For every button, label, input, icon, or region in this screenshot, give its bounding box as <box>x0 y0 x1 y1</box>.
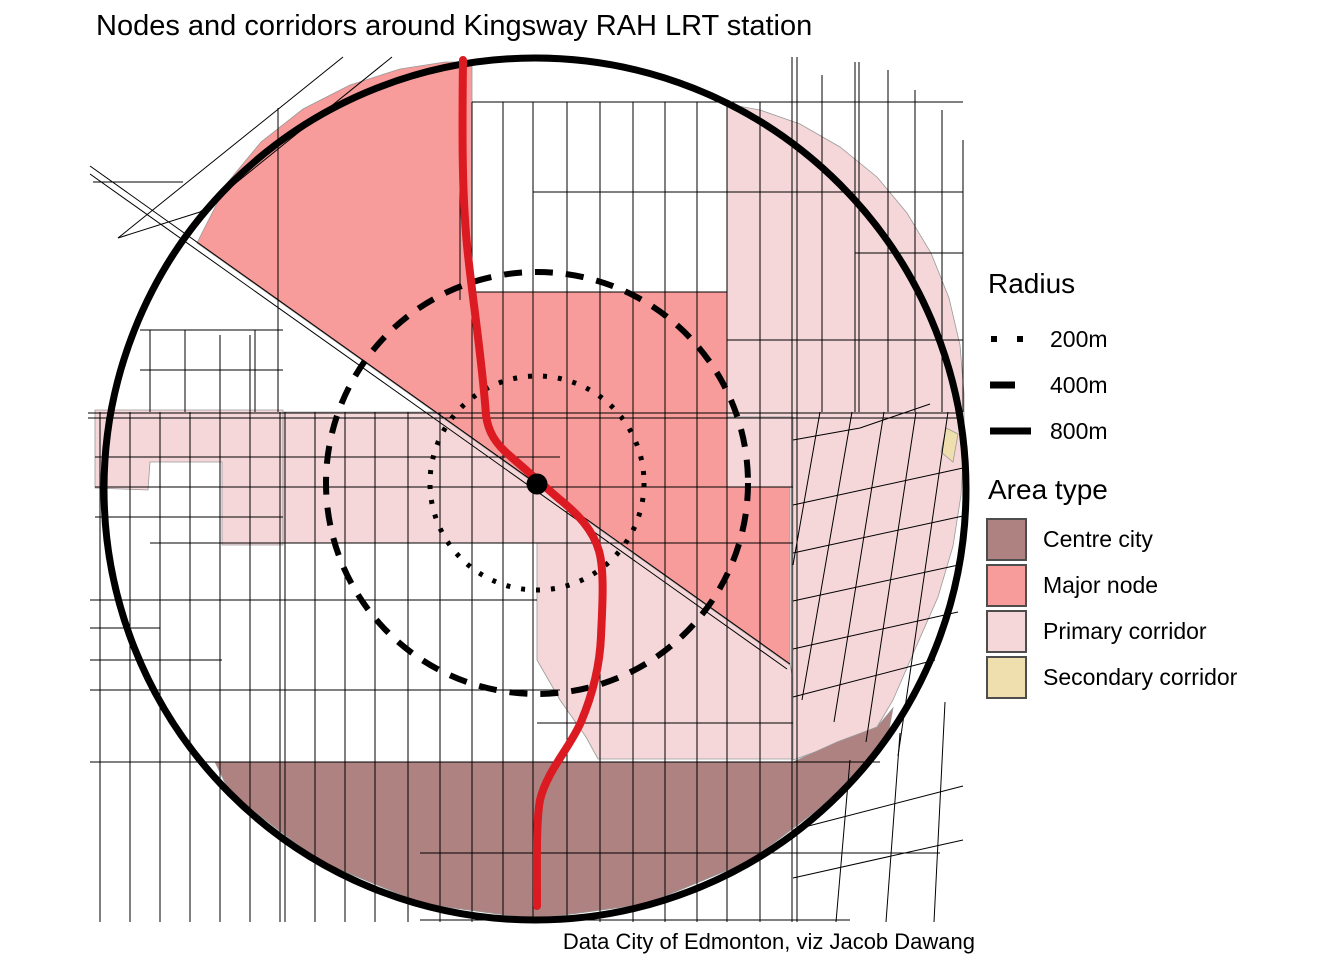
dashed-line-sample <box>990 381 1015 389</box>
area-type-item-label: Centre city <box>1043 525 1153 552</box>
ring-800m <box>100 54 970 924</box>
secondary-corridor-swatch <box>986 655 1027 699</box>
radius-item-400m: 400m <box>986 362 1336 408</box>
major-node-swatch <box>986 563 1027 607</box>
radius-item-label: 400m <box>1050 371 1108 398</box>
station-marker <box>526 473 548 495</box>
secondary-corridor-area <box>940 427 959 463</box>
primary-corridor-swatch <box>986 609 1027 653</box>
ring-400m <box>323 269 751 697</box>
area-type-legend-title: Area type <box>988 474 1108 505</box>
radius-legend-title: Radius <box>988 268 1076 299</box>
primary-corridor-area <box>94 409 284 546</box>
radius-item-800m: 800m <box>986 408 1336 454</box>
dotted-line-sample <box>991 336 1033 342</box>
area-type-item-label: Major node <box>1043 571 1159 598</box>
area-type-item-centre-city: Centre city <box>986 516 1336 562</box>
page-title: Nodes and corridors around Kingsway RAH … <box>96 10 813 42</box>
legend-panel: Radius 200m 400m 800m Area type Centre c… <box>986 268 1336 700</box>
radius-item-200m: 200m <box>986 316 1336 362</box>
centre-city-swatch <box>986 517 1027 561</box>
data-source-caption: Data City of Edmonton, viz Jacob Dawang <box>562 929 975 954</box>
area-type-item-major-node: Major node <box>986 562 1336 608</box>
area-type-item-secondary-corridor: Secondary corridor <box>986 654 1336 700</box>
radius-item-label: 200m <box>1050 325 1108 352</box>
lrt-line <box>458 56 607 910</box>
solid-line-sample <box>990 427 1031 435</box>
radius-item-label: 800m <box>1050 417 1108 444</box>
ring-200m <box>427 373 647 593</box>
area-type-item-label: Primary corridor <box>1043 617 1207 644</box>
area-type-item-label: Secondary corridor <box>1043 663 1238 690</box>
area-type-item-primary-corridor: Primary corridor <box>986 608 1336 654</box>
major-node-area <box>196 61 791 666</box>
